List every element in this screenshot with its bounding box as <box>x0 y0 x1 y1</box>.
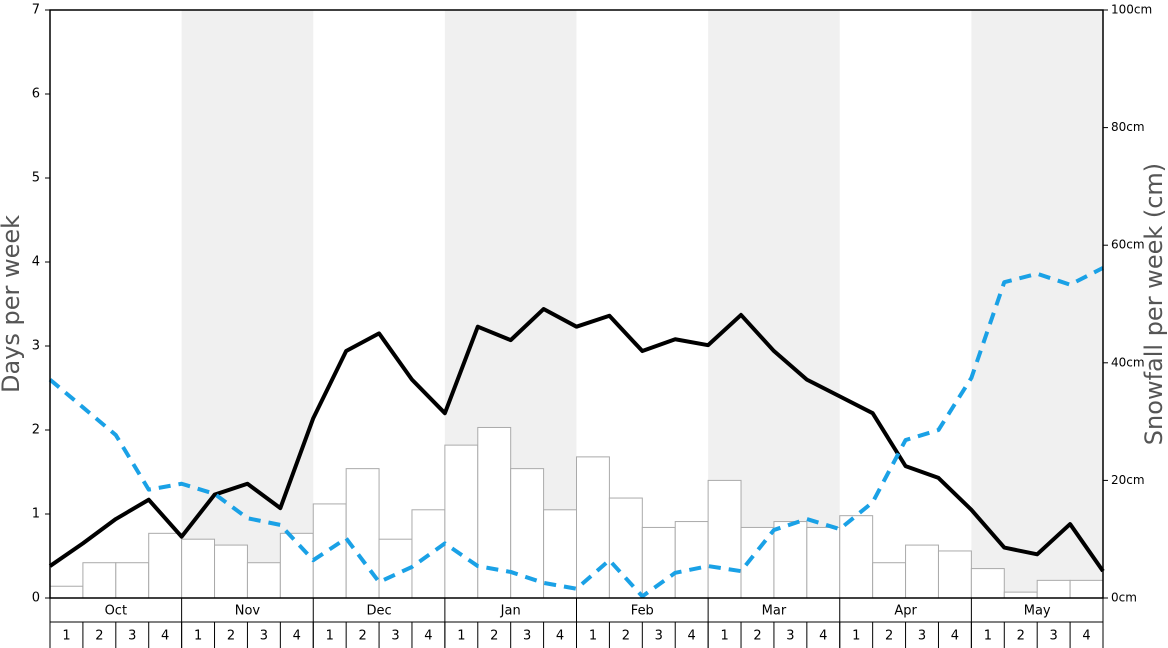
week-label: 4 <box>161 629 169 644</box>
week-label: 2 <box>490 629 498 644</box>
snowfall-bar <box>970 568 1005 599</box>
snowfall-bar <box>246 562 281 599</box>
snowfall-bar <box>181 538 216 599</box>
plot-frame <box>49 9 1104 599</box>
week-label: 2 <box>753 629 761 644</box>
snowfall-bar <box>937 550 972 599</box>
week-label: 4 <box>951 629 959 644</box>
dashed-line <box>48 266 1104 599</box>
week-label: 3 <box>786 629 794 644</box>
week-label: 4 <box>819 629 827 644</box>
snowfall-bar <box>148 532 183 599</box>
snowfall-bar <box>674 521 709 599</box>
week-label: 2 <box>622 629 630 644</box>
y2-tick-label: 100cm <box>1111 3 1152 17</box>
plot <box>48 266 1105 599</box>
week-label: 3 <box>128 629 136 644</box>
snowfall-bar <box>49 585 84 599</box>
snowfall-bar <box>872 562 907 599</box>
solid-line <box>48 307 1105 573</box>
y-tick-label: 1 <box>32 507 40 522</box>
week-label: 2 <box>227 629 235 644</box>
snowfall-bar <box>839 515 874 599</box>
snowfall-bar <box>576 456 610 599</box>
snowfall-bar <box>1069 579 1104 599</box>
snowfall-bar <box>806 526 841 599</box>
month-bands <box>181 10 1103 598</box>
snowfall-bar <box>1036 579 1071 599</box>
month-label: Nov <box>235 604 261 619</box>
snowfall-bar <box>1003 591 1038 599</box>
month-label: Feb <box>631 604 654 619</box>
week-label: 3 <box>260 629 268 644</box>
week-label: 4 <box>293 629 301 644</box>
week-label: 2 <box>358 629 366 644</box>
month-label: Mar <box>762 604 787 619</box>
y-tick-label: 5 <box>32 171 40 186</box>
y-tick-label: 3 <box>32 339 40 354</box>
week-label: 2 <box>95 629 103 644</box>
snowfall-bar <box>115 562 150 599</box>
week-label: 4 <box>688 629 696 644</box>
snowfall-bar <box>608 497 643 599</box>
week-label: 1 <box>457 629 465 644</box>
snowfall-bar <box>641 526 676 599</box>
snowfall-bar <box>773 521 808 599</box>
week-label: 2 <box>1017 629 1025 644</box>
week-label: 3 <box>523 629 531 644</box>
month-band <box>971 10 1103 598</box>
snowfall-bar <box>82 562 117 599</box>
month-band <box>181 10 314 598</box>
week-label: 3 <box>918 629 926 644</box>
y-tick-label: 0 <box>32 591 40 606</box>
y-tick-label: 6 <box>32 87 40 102</box>
y2-tick-label: 40cm <box>1111 355 1145 369</box>
week-label: 3 <box>655 629 663 644</box>
y2-tick-label: 0cm <box>1111 591 1137 605</box>
week-label: 3 <box>391 629 399 644</box>
week-label: 4 <box>556 629 564 644</box>
y2-tick-label: 20cm <box>1111 473 1145 487</box>
snowfall-bar <box>477 426 512 599</box>
y2-tick-label: 60cm <box>1111 238 1145 252</box>
week-label: 1 <box>589 629 597 644</box>
week-label: 3 <box>1050 629 1058 644</box>
y2-axis-title: Snowfall per week (cm) <box>1140 163 1168 445</box>
month-label: Dec <box>366 604 391 619</box>
month-label: Jan <box>500 604 521 619</box>
week-label: 4 <box>424 629 432 644</box>
week-label: 2 <box>885 629 893 644</box>
y-axis-title: Days per week <box>0 215 25 393</box>
y2-tick-label: 80cm <box>1111 120 1145 134</box>
snowfall-bar <box>905 544 939 599</box>
week-label: 1 <box>62 629 70 644</box>
snowfall-bar <box>707 479 742 599</box>
month-label: Apr <box>894 604 917 619</box>
snowfall-bar <box>214 544 248 599</box>
week-label: 1 <box>984 629 992 644</box>
week-label: 1 <box>326 629 334 644</box>
week-label: 4 <box>1082 629 1090 644</box>
snowfall-bar <box>279 532 314 599</box>
y-tick-label: 2 <box>32 423 40 438</box>
week-label: 1 <box>720 629 728 644</box>
month-label: May <box>1024 604 1051 619</box>
snowfall-bar <box>312 503 347 599</box>
week-label: 1 <box>194 629 202 644</box>
y-tick-label: 4 <box>32 255 40 270</box>
y-tick-label: 7 <box>32 3 40 18</box>
snowfall-bar <box>444 444 479 599</box>
month-label: Oct <box>105 604 127 619</box>
week-label: 1 <box>852 629 860 644</box>
